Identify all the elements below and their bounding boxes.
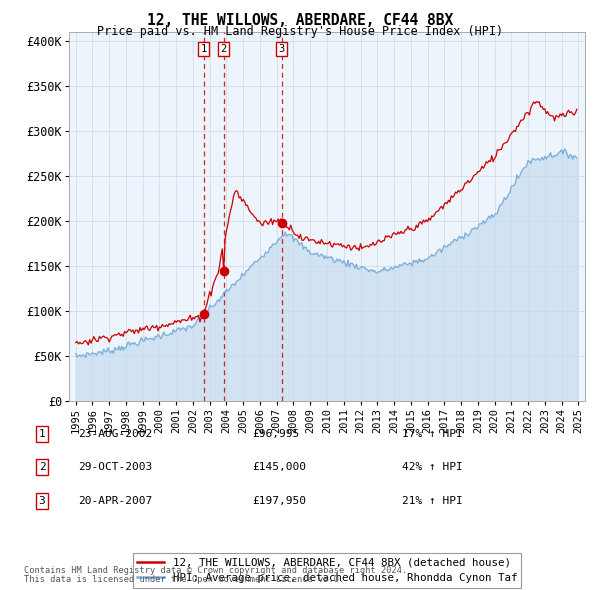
Text: 2: 2 [221,44,227,54]
Text: 21% ↑ HPI: 21% ↑ HPI [402,496,463,506]
Text: £197,950: £197,950 [252,496,306,506]
Text: This data is licensed under the Open Government Licence v3.0.: This data is licensed under the Open Gov… [24,575,344,584]
Text: 12, THE WILLOWS, ABERDARE, CF44 8BX: 12, THE WILLOWS, ABERDARE, CF44 8BX [147,13,453,28]
Text: 2: 2 [38,463,46,472]
Text: 23-AUG-2002: 23-AUG-2002 [78,429,152,438]
Text: 1: 1 [38,429,46,438]
Text: £145,000: £145,000 [252,463,306,472]
Text: 20-APR-2007: 20-APR-2007 [78,496,152,506]
Text: 3: 3 [38,496,46,506]
Text: 17% ↑ HPI: 17% ↑ HPI [402,429,463,438]
Text: 42% ↑ HPI: 42% ↑ HPI [402,463,463,472]
Text: 1: 1 [200,44,207,54]
Text: Contains HM Land Registry data © Crown copyright and database right 2024.: Contains HM Land Registry data © Crown c… [24,566,407,575]
Text: 29-OCT-2003: 29-OCT-2003 [78,463,152,472]
Text: Price paid vs. HM Land Registry's House Price Index (HPI): Price paid vs. HM Land Registry's House … [97,25,503,38]
Text: £96,995: £96,995 [252,429,299,438]
Legend: 12, THE WILLOWS, ABERDARE, CF44 8BX (detached house), HPI: Average price, detach: 12, THE WILLOWS, ABERDARE, CF44 8BX (det… [133,553,521,588]
Text: 3: 3 [278,44,285,54]
